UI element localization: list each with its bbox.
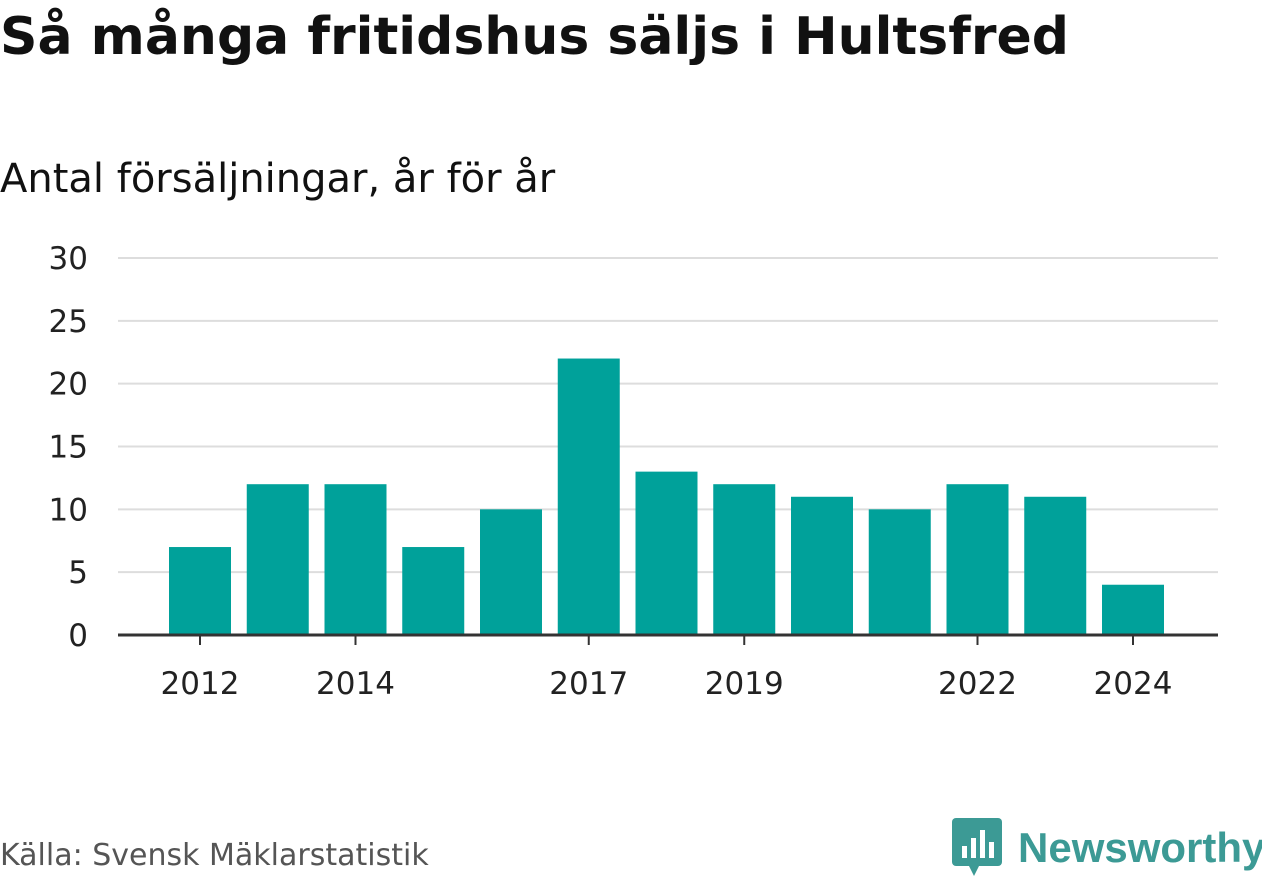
bar-2014 <box>324 484 387 635</box>
y-tick-label: 30 <box>49 241 88 277</box>
y-tick-label: 20 <box>49 367 88 403</box>
bar-chart-speech-bubble-icon <box>952 818 1002 876</box>
bar-2016 <box>480 509 542 635</box>
bar-2012 <box>169 547 231 635</box>
bars <box>169 358 1164 635</box>
x-tick-label: 2024 <box>1094 666 1173 702</box>
bar-2017 <box>557 358 620 635</box>
x-axis <box>118 633 1218 645</box>
y-tick-label: 5 <box>68 555 88 591</box>
y-tick-label: 15 <box>49 430 88 466</box>
source-note: Källa: Svensk Mäklarstatistik <box>0 838 429 873</box>
bar-2018 <box>635 471 698 635</box>
bar-2020 <box>791 496 853 635</box>
chart-subtitle: Antal försäljningar, år för år <box>0 156 556 202</box>
bar-2021 <box>868 509 931 635</box>
newsworthy-logo[interactable]: Newsworthy <box>952 818 1262 878</box>
chart-title: Så många fritidshus säljs i Hultsfred <box>0 7 1069 67</box>
x-tick-label: 2014 <box>316 666 395 702</box>
bar-2024 <box>1102 584 1164 635</box>
bar-2023 <box>1024 496 1087 635</box>
brand-name: Newsworthy <box>1018 824 1262 871</box>
x-tick-label: 2012 <box>161 666 240 702</box>
bar-2019 <box>713 484 776 635</box>
bar-2015 <box>402 547 465 635</box>
x-tick-label: 2019 <box>705 666 784 702</box>
y-axis-tick-labels: 0 5 10 15 20 25 30 <box>49 241 88 654</box>
x-axis-tick-labels: 2012 2014 2017 2019 2022 2024 <box>161 666 1173 702</box>
x-tick-label: 2022 <box>938 666 1017 702</box>
x-tick-label: 2017 <box>549 666 628 702</box>
bar-2013 <box>246 484 309 635</box>
y-tick-label: 25 <box>49 304 88 340</box>
bar-2022 <box>946 484 1009 635</box>
y-tick-label: 0 <box>68 618 88 654</box>
y-tick-label: 10 <box>49 492 88 528</box>
